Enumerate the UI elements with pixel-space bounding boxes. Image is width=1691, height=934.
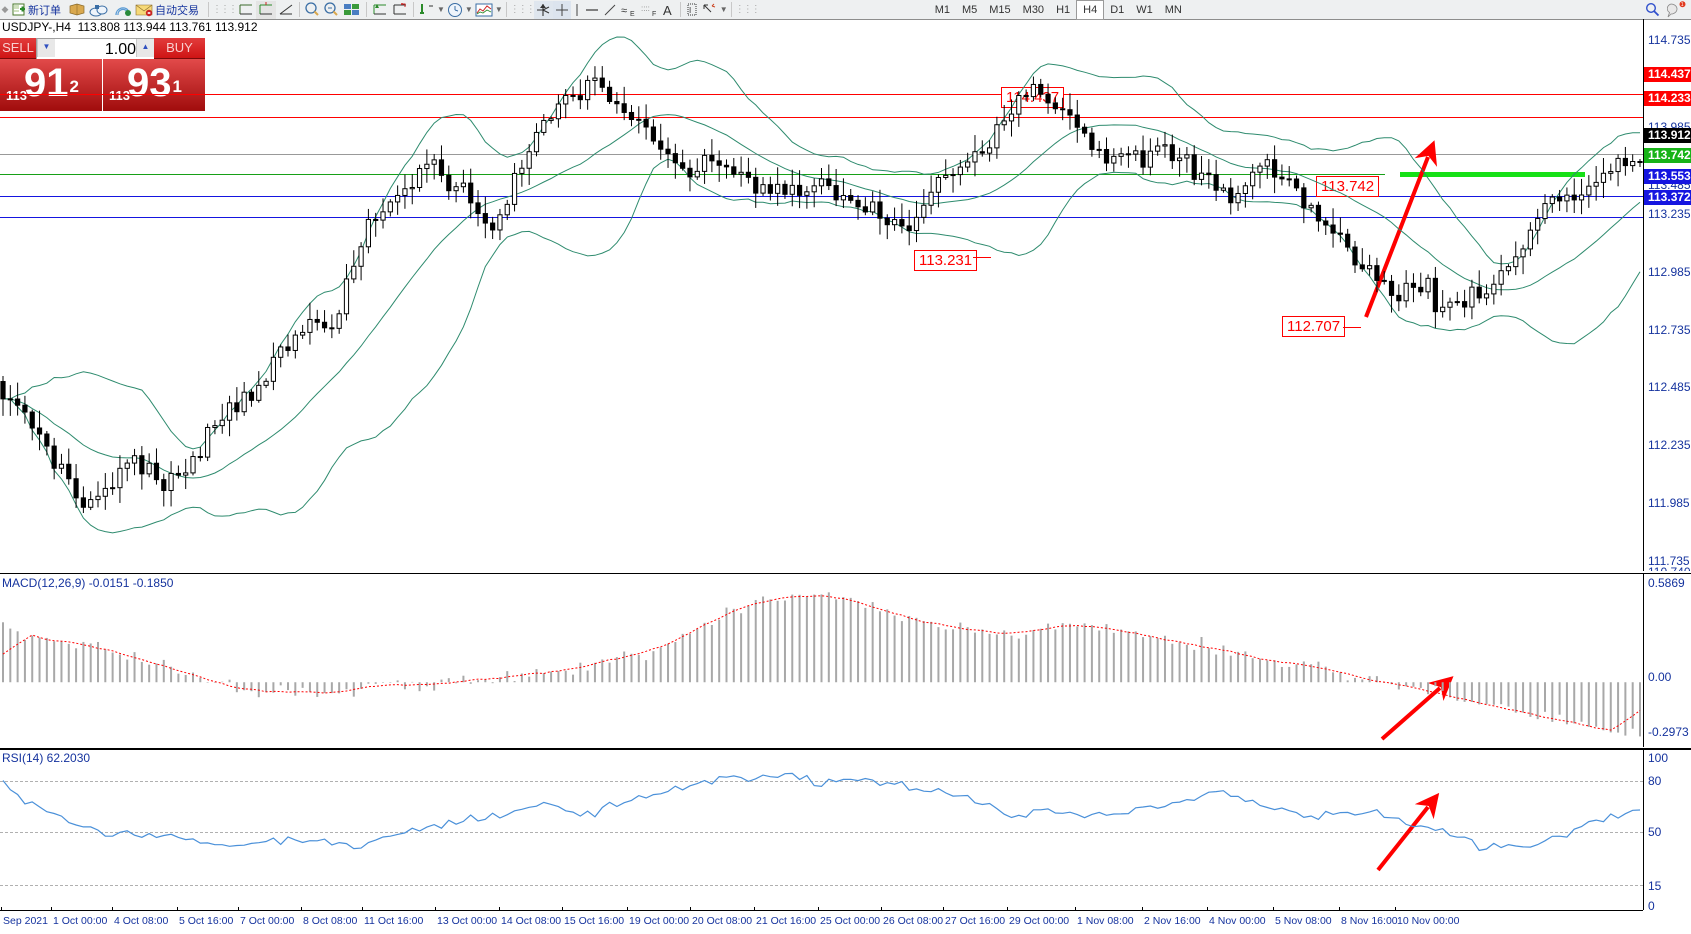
svg-text:::::: :::: bbox=[641, 4, 650, 13]
svg-text:I: I bbox=[689, 6, 691, 15]
svg-text:≈: ≈ bbox=[621, 5, 627, 17]
svg-text:A: A bbox=[663, 3, 672, 17]
svg-text:F: F bbox=[652, 11, 656, 17]
svg-text:E: E bbox=[630, 11, 635, 17]
svg-text:1: 1 bbox=[1681, 2, 1684, 8]
